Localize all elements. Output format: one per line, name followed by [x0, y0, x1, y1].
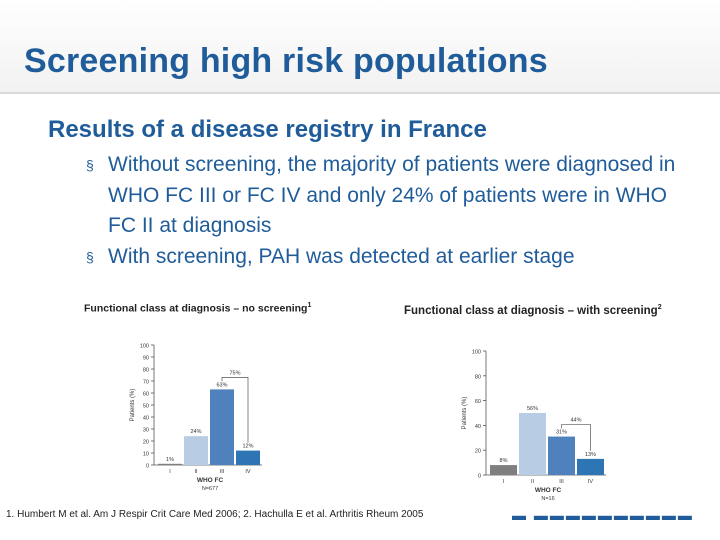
bar-value-label: 13%: [585, 452, 596, 458]
sample-size-label: N=677: [202, 486, 218, 492]
y-tick-label: 40: [475, 424, 481, 430]
bullet-marker-icon: §: [86, 157, 94, 173]
y-tick-label: 90: [143, 356, 149, 362]
y-tick-label: 40: [143, 416, 149, 422]
y-axis-label: Patients (%): [130, 389, 136, 422]
title-divider: [0, 92, 720, 94]
bar-III: [210, 389, 234, 465]
bar-chart-with-screening: 0 20 40 60 80 100 Patients (%) 8% I 56% II 31% III 13…: [462, 350, 606, 502]
y-tick-label: 0: [478, 474, 481, 480]
y-tick-label: 20: [143, 440, 149, 446]
bar-value-label: 8%: [500, 458, 508, 464]
chart-title-with-screening: Functional class at diagnosis – with scr…: [404, 304, 662, 317]
x-axis-label: WHO FC: [197, 477, 224, 484]
x-tick-label: II: [531, 479, 535, 485]
y-tick-label: 80: [475, 374, 481, 380]
y-axis-label: Patients (%): [462, 397, 468, 430]
bullet-text: With screening, PAH was detected at earl…: [108, 244, 575, 268]
y-tick-label: 100: [140, 344, 149, 350]
bracket-label: 75%: [229, 370, 240, 376]
x-tick-label: II: [194, 469, 198, 475]
bullet-item: § Without screening, the majority of pat…: [86, 150, 696, 242]
bracket-label: 44%: [570, 418, 581, 424]
bar-chart-no-screening: 0 10 20 30 40 50 60 70 80 90 100 Patients (%) 1% I 24%…: [130, 344, 262, 492]
y-tick-label: 30: [143, 428, 149, 434]
bar-value-label: 31%: [556, 430, 567, 436]
bar-value-label: 1%: [166, 457, 174, 463]
y-tick-label: 80: [143, 368, 149, 374]
sample-size-label: N=16: [541, 496, 554, 502]
bullet-text: Without screening, the majority of patie…: [108, 153, 676, 237]
footnote: 1. Humbert M et al. Am J Respir Crit Car…: [6, 509, 424, 520]
y-tick-label: 100: [472, 350, 481, 356]
y-tick-label: 0: [146, 464, 149, 470]
bar-II: [184, 436, 208, 465]
y-tick-label: 60: [143, 392, 149, 398]
bar-value-label: 12%: [242, 444, 253, 450]
bracket-line: [561, 424, 591, 451]
title-bar: [0, 0, 720, 92]
bullet-item: § With screening, PAH was detected at ea…: [86, 242, 696, 273]
y-tick-label: 70: [143, 380, 149, 386]
y-tick-label: 10: [143, 452, 149, 458]
x-tick-label: I: [503, 479, 505, 485]
y-tick-label: 20: [475, 449, 481, 455]
bar-II: [519, 413, 546, 475]
bar-III: [548, 436, 575, 475]
x-tick-label: III: [559, 479, 564, 485]
bar-I: [158, 463, 182, 465]
x-tick-label: IV: [245, 469, 251, 475]
x-axis-label: WHO FC: [535, 487, 562, 494]
slide-subtitle: Results of a disease registry in France: [48, 116, 487, 143]
x-tick-label: III: [220, 469, 225, 475]
chart-title-no-screening: Functional class at diagnosis – no scree…: [84, 302, 312, 315]
y-tick-label: 60: [475, 399, 481, 405]
x-tick-label: I: [169, 469, 171, 475]
bar-value-label: 63%: [216, 382, 227, 388]
bar-IV: [577, 458, 604, 475]
company-logo: ▬ ▬▬▬▬▬▬▬▬▬▬: [512, 507, 694, 523]
slide-title: Screening high risk populations: [24, 42, 548, 80]
bullet-list: § Without screening, the majority of pat…: [86, 150, 696, 272]
bar-IV: [236, 450, 260, 465]
bar-value-label: 56%: [527, 406, 538, 412]
bar-value-label: 24%: [190, 429, 201, 435]
x-tick-label: IV: [588, 479, 594, 485]
bullet-marker-icon: §: [86, 248, 94, 265]
bracket-line: [221, 377, 249, 443]
y-tick-label: 50: [143, 404, 149, 410]
bar-I: [490, 465, 517, 475]
